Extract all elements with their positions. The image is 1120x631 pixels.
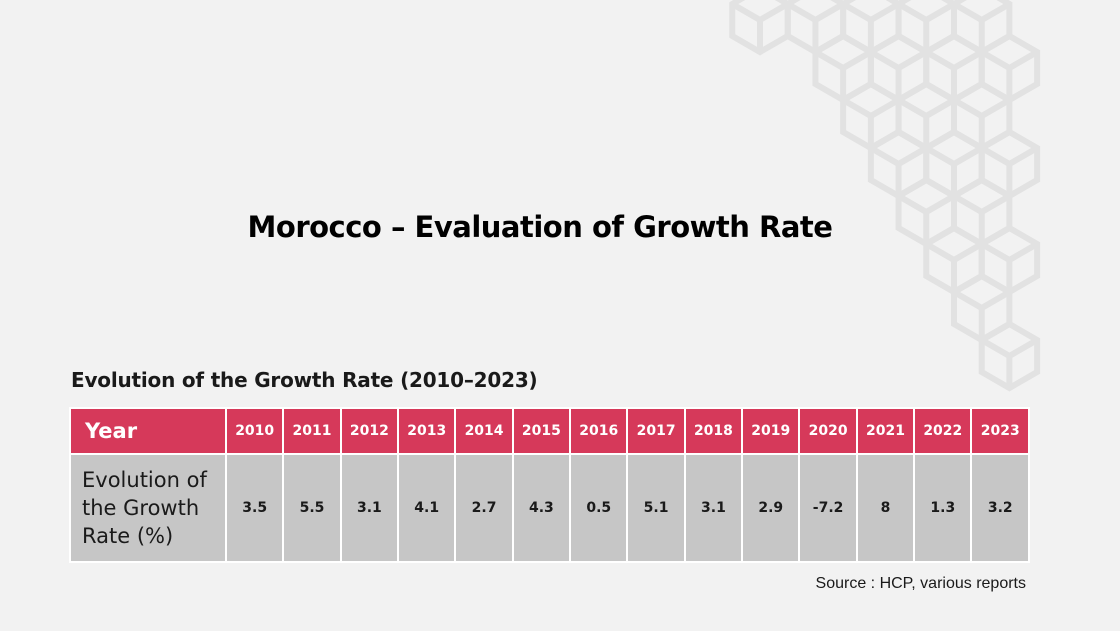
value-cell: 4.3 bbox=[511, 453, 572, 563]
value-cell: 0.5 bbox=[569, 453, 629, 563]
year-cell: 2022 bbox=[913, 407, 973, 455]
year-cell: 2021 bbox=[855, 407, 916, 455]
year-cell: 2010 bbox=[224, 407, 285, 455]
source-note: Source : HCP, various reports bbox=[815, 575, 1026, 592]
year-cell: 2019 bbox=[741, 407, 801, 455]
cube-edge bbox=[924, 241, 984, 264]
year-cell: 2023 bbox=[970, 407, 1030, 455]
value-cell: -7.2 bbox=[798, 453, 858, 563]
cube-edge bbox=[952, 97, 1011, 120]
value-cell: 5.5 bbox=[282, 453, 342, 563]
cube-edge bbox=[980, 145, 1039, 168]
cube-edge bbox=[952, 1, 1011, 24]
cube-edge bbox=[869, 49, 928, 72]
year-cell: 2018 bbox=[683, 407, 744, 455]
value-cell: 2.7 bbox=[454, 453, 514, 563]
year-cell: 2011 bbox=[282, 407, 342, 455]
year-cell: 2015 bbox=[511, 407, 572, 455]
cube-edge bbox=[897, 97, 956, 120]
year-cell: 2014 bbox=[454, 407, 514, 455]
growth-rate-row-header: Evolution of the Growth Rate (%) bbox=[69, 453, 227, 563]
cube-edge bbox=[730, 1, 790, 24]
year-cell: 2012 bbox=[339, 407, 400, 455]
slide-title: Morocco – Evaluation of Growth Rate bbox=[247, 210, 833, 244]
cube-edge bbox=[841, 97, 901, 120]
cube-edge bbox=[869, 145, 928, 168]
year-cell: 2013 bbox=[397, 407, 457, 455]
cube-edge bbox=[841, 1, 901, 24]
cube-edge bbox=[897, 1, 956, 24]
cube-edge bbox=[924, 145, 984, 168]
cube-edge bbox=[980, 337, 1039, 360]
growth-rate-table: Year 2010 2011 2012 2013 2014 2015 2016 … bbox=[69, 407, 1030, 563]
value-cell: 3.2 bbox=[970, 453, 1030, 563]
year-cell: 2020 bbox=[798, 407, 858, 455]
cube-edge bbox=[952, 289, 1011, 312]
value-cell: 3.1 bbox=[683, 453, 744, 563]
year-row-header: Year bbox=[69, 407, 227, 455]
year-cell: 2016 bbox=[569, 407, 629, 455]
value-cell: 3.5 bbox=[224, 453, 285, 563]
value-cell: 5.1 bbox=[626, 453, 686, 563]
table-caption: Evolution of the Growth Rate (2010–2023) bbox=[71, 368, 538, 392]
cube-edge bbox=[980, 241, 1039, 264]
value-cell: 1.3 bbox=[913, 453, 973, 563]
table-header-row: Year 2010 2011 2012 2013 2014 2015 2016 … bbox=[69, 407, 1030, 455]
cube-edge bbox=[786, 1, 845, 24]
year-cell: 2017 bbox=[626, 407, 686, 455]
value-cell: 4.1 bbox=[397, 453, 457, 563]
value-cell: 3.1 bbox=[339, 453, 400, 563]
cube-edge bbox=[924, 49, 984, 72]
value-cell: 2.9 bbox=[741, 453, 801, 563]
value-cell: 8 bbox=[855, 453, 916, 563]
table-value-row: Evolution of the Growth Rate (%) 3.5 5.5… bbox=[69, 453, 1030, 563]
cube-edge bbox=[813, 49, 873, 72]
cube-edge bbox=[980, 49, 1039, 72]
